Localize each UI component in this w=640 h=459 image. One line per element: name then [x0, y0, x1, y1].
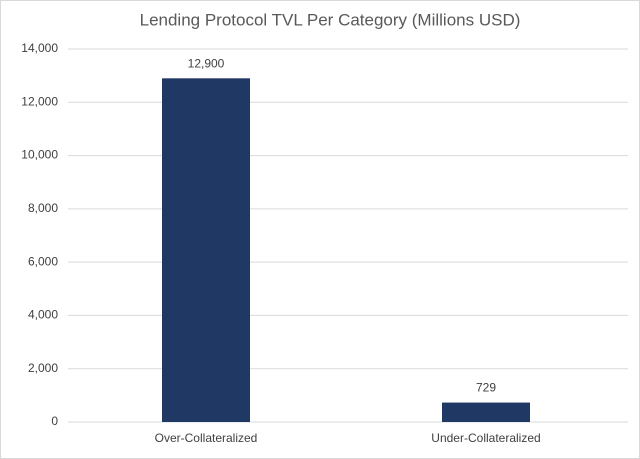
data-label: 12,900: [188, 56, 225, 70]
y-tick-label: 0: [51, 414, 58, 428]
y-tick-label: 4,000: [28, 308, 58, 322]
y-tick-label: 6,000: [28, 254, 58, 268]
y-tick-label: 8,000: [28, 201, 58, 215]
y-tick-label: 2,000: [28, 361, 58, 375]
x-tick-label: Over-Collateralized: [155, 431, 258, 445]
x-tick-label: Under-Collateralized: [431, 431, 540, 445]
bar: [442, 402, 530, 422]
y-tick-label: 12,000: [21, 94, 58, 108]
y-tick-label: 10,000: [21, 148, 58, 162]
data-label: 729: [476, 381, 496, 395]
y-tick-label: 14,000: [21, 41, 58, 55]
chart-title: Lending Protocol TVL Per Category (Milli…: [140, 10, 521, 29]
bar: [162, 78, 250, 423]
